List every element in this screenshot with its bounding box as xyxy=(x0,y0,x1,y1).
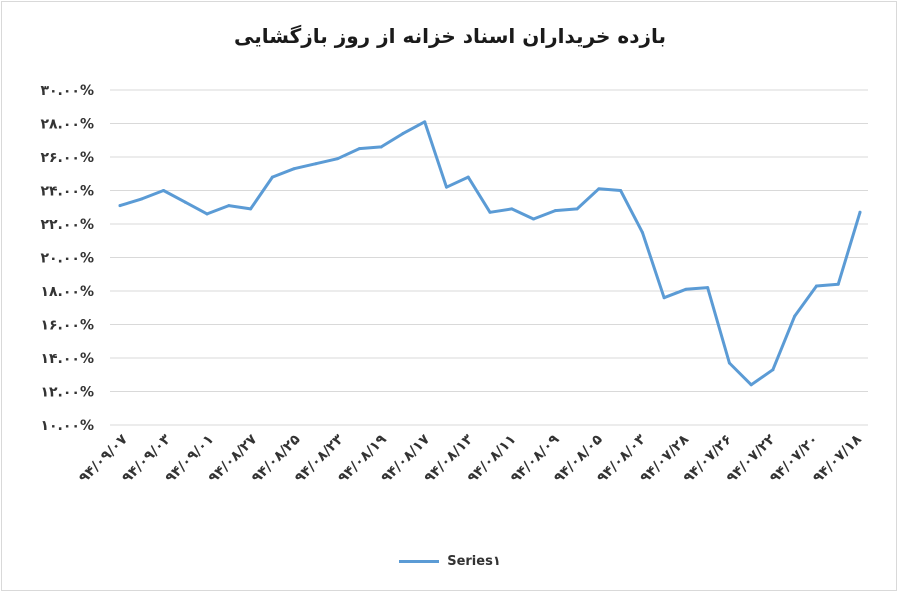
data-point xyxy=(727,361,731,365)
y-tick-label: ۲۸.۰۰% xyxy=(40,117,94,133)
data-point xyxy=(314,162,318,166)
y-tick-label: ۲۰.۰۰% xyxy=(40,251,94,267)
y-tick-label: ۳۰.۰۰% xyxy=(40,83,94,99)
data-point xyxy=(597,187,601,191)
series-line xyxy=(118,120,862,387)
y-tick-label: ۱۲.۰۰% xyxy=(40,385,94,401)
y-tick-label: ۲۶.۰۰% xyxy=(40,150,94,166)
data-point xyxy=(793,314,797,318)
legend-swatch xyxy=(399,560,440,563)
data-point xyxy=(270,175,274,179)
y-tick-label: ۱۶.۰۰% xyxy=(40,318,94,334)
data-point xyxy=(532,217,536,221)
data-point xyxy=(118,204,122,208)
data-point xyxy=(227,204,231,208)
data-point xyxy=(183,200,187,204)
y-tick-label: ۲۲.۰۰% xyxy=(40,217,94,233)
data-point xyxy=(140,197,144,201)
data-point xyxy=(488,210,492,214)
data-point xyxy=(575,207,579,211)
data-point xyxy=(444,185,448,189)
y-tick-label: ۲۴.۰۰% xyxy=(40,184,94,200)
data-point xyxy=(510,207,514,211)
data-point xyxy=(749,383,753,387)
data-point xyxy=(836,282,840,286)
data-point xyxy=(619,189,623,192)
data-point xyxy=(466,175,470,179)
data-point xyxy=(640,230,644,234)
chart-title: بازده خریداران اسناد خزانه از روز بازگشا… xyxy=(233,24,666,48)
y-tick-label: ۱۰.۰۰% xyxy=(40,418,94,434)
data-point xyxy=(858,210,862,214)
data-point xyxy=(662,296,666,300)
y-tick-label: ۱۸.۰۰% xyxy=(40,284,94,300)
data-point xyxy=(205,212,209,216)
legend-label: Series۱ xyxy=(447,554,501,569)
legend: Series۱ xyxy=(0,554,900,569)
data-point xyxy=(162,189,166,192)
data-point xyxy=(292,167,296,171)
data-point xyxy=(684,287,688,291)
data-point xyxy=(249,207,253,211)
data-point xyxy=(357,147,361,151)
data-point xyxy=(771,368,775,372)
x-tick-label: ۹۴/۰۷/۱۸ xyxy=(810,431,865,486)
data-point xyxy=(423,120,427,124)
data-point xyxy=(553,209,557,213)
data-point xyxy=(379,145,383,149)
data-point xyxy=(336,157,340,161)
data-point xyxy=(401,132,405,136)
data-point xyxy=(706,286,710,290)
data-point xyxy=(814,284,818,288)
y-tick-label: ۱۴.۰۰% xyxy=(40,351,94,367)
